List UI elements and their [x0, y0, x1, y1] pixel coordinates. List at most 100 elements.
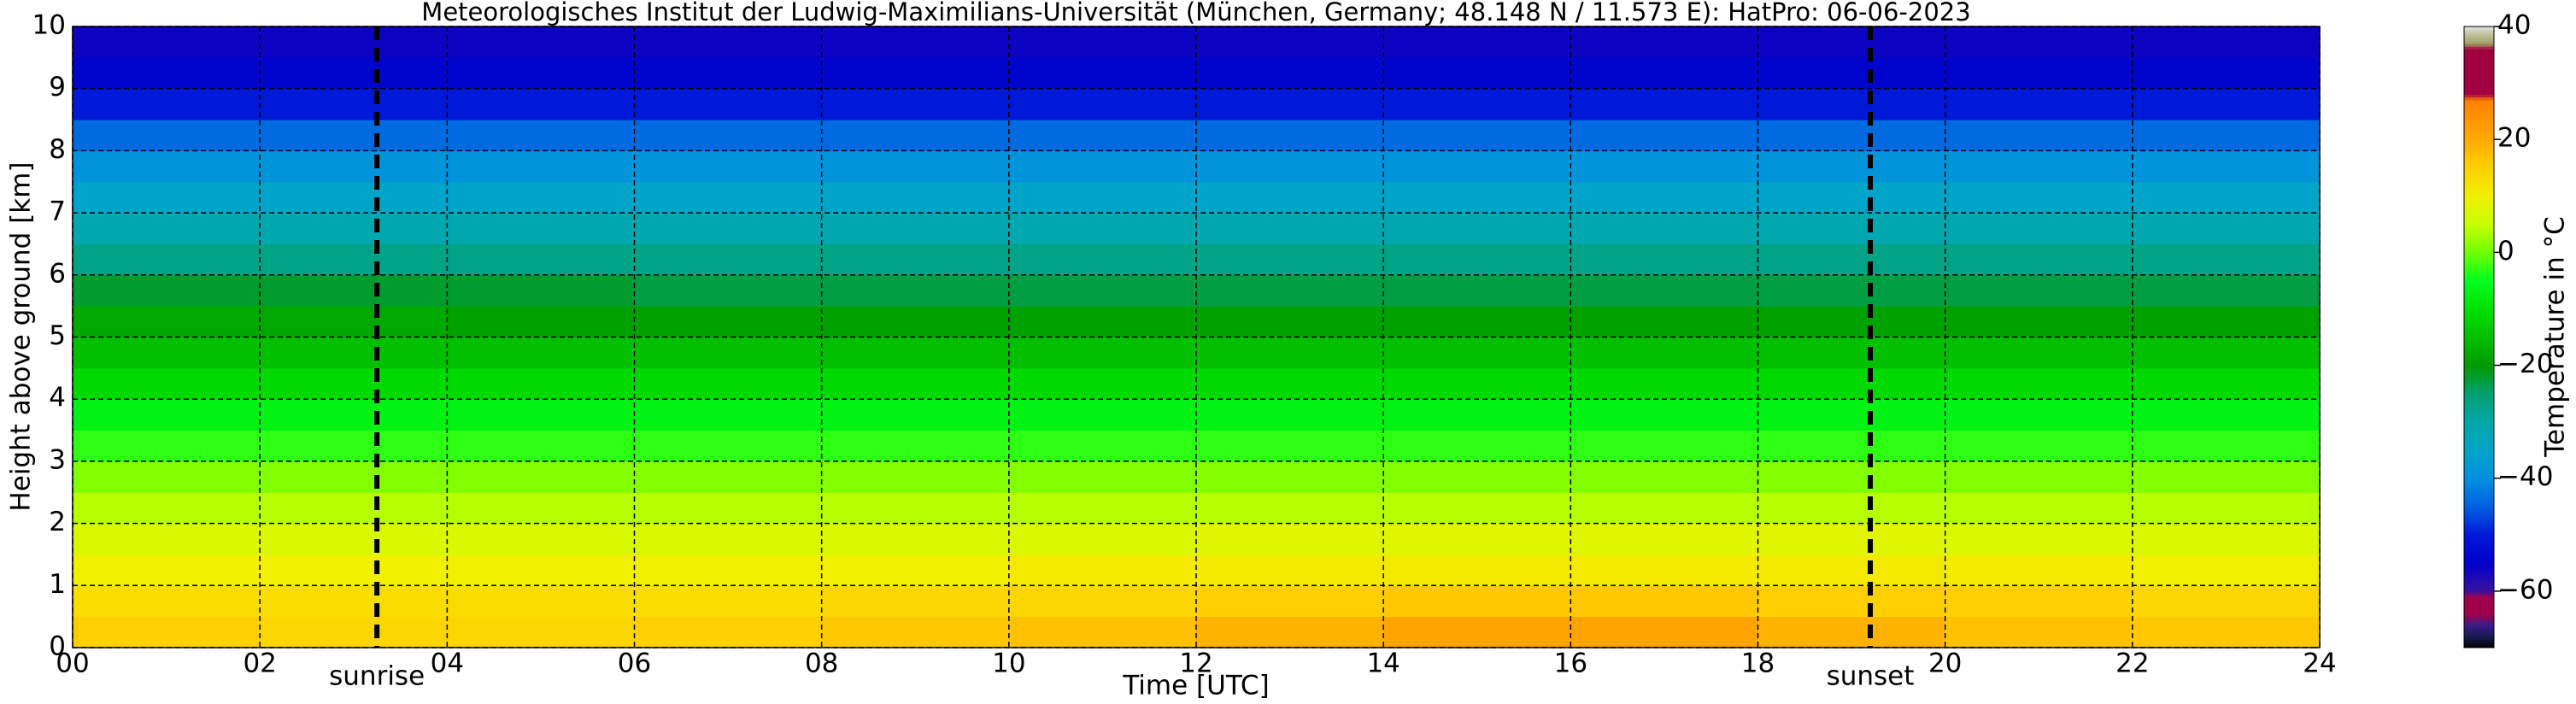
heatmap-cell [1383, 337, 1571, 369]
chart-title: Meteorologisches Institut der Ludwig-Max… [421, 0, 1970, 26]
heatmap-cell [1570, 274, 1758, 307]
colorbar-segment [2464, 114, 2494, 118]
heatmap-cell [260, 88, 448, 120]
heatmap-cell [1196, 181, 1384, 214]
colorbar-segment [2464, 207, 2494, 211]
colorbar-segment [2464, 229, 2494, 233]
heatmap-cell [447, 461, 635, 493]
colorbar-segment [2464, 356, 2494, 361]
heatmap-cell [1945, 367, 2133, 400]
colorbar-segment [2464, 599, 2494, 603]
heatmap-cell [1008, 57, 1197, 90]
colorbar-segment [2464, 131, 2494, 135]
colorbar-segment [2464, 167, 2494, 172]
colorbar-segment [2464, 585, 2494, 590]
heatmap-cell [1757, 213, 1946, 244]
heatmap-cell [1945, 306, 2133, 337]
heatmap-cell [821, 616, 1010, 648]
colorbar-segment [2464, 314, 2494, 318]
colorbar-segment [2464, 481, 2494, 484]
colorbar-segment [2464, 136, 2494, 140]
colorbar-segment [2464, 125, 2494, 129]
colorbar-segment [2464, 142, 2494, 146]
heatmap-cell [821, 243, 1010, 276]
heatmap-cell [1383, 585, 1571, 618]
heatmap-cell [1945, 274, 2133, 307]
heatmap-cell [447, 554, 635, 586]
heatmap-cell [2132, 554, 2321, 586]
colorbar-segment [2464, 345, 2494, 349]
heatmap-cell [73, 120, 261, 151]
colorbar-segment [2464, 29, 2494, 33]
colorbar-segment [2464, 616, 2494, 620]
heatmap-cell [821, 461, 1010, 493]
colorbar-segment [2464, 489, 2494, 493]
colorbar-segment [2464, 464, 2494, 468]
heatmap-cell [260, 492, 448, 525]
heatmap-cell [2132, 274, 2321, 307]
heatmap-cell [2132, 88, 2321, 120]
y-tick-label: 4 [49, 383, 66, 414]
heatmap-cell [73, 88, 261, 120]
colorbar-segment [2464, 387, 2494, 391]
heatmap-cell [1008, 616, 1197, 648]
colorbar-segment [2464, 164, 2494, 168]
heatmap-cell [1196, 26, 1384, 58]
colorbar-segment [2464, 68, 2494, 73]
colorbar-segment [2464, 484, 2494, 488]
colorbar-segment [2464, 540, 2494, 544]
colorbar-segment [2464, 300, 2494, 304]
heatmap-cell [634, 213, 823, 244]
colorbar-segment [2464, 492, 2494, 496]
heatmap-cell [1008, 430, 1197, 462]
colorbar-segment [2464, 198, 2494, 202]
colorbar-segment [2464, 520, 2494, 525]
colorbar-segment [2464, 546, 2494, 549]
colorbar-segment [2464, 317, 2494, 321]
heatmap-cell [447, 26, 635, 58]
x-tick-label: 22 [2115, 648, 2149, 679]
heatmap-cell [1757, 88, 1946, 120]
colorbar-segment [2464, 351, 2494, 355]
colorbar-segment [2464, 458, 2494, 462]
colorbar-segment [2464, 579, 2494, 584]
colorbar-segment [2464, 153, 2494, 157]
heatmap-cell [634, 399, 823, 431]
colorbar-segment [2464, 62, 2494, 67]
heatmap-cell [634, 26, 823, 58]
heatmap-cell [1383, 523, 1571, 555]
heatmap-cell [1945, 430, 2133, 462]
heatmap-cell [1757, 150, 1946, 183]
heatmap-cell [821, 88, 1010, 120]
heatmap-cell [634, 492, 823, 525]
colorbar-segment [2464, 551, 2494, 555]
heatmap-cell [1196, 554, 1384, 586]
heatmap-cell [1196, 585, 1384, 618]
colorbar-segment [2464, 419, 2494, 423]
x-tick-label: 02 [243, 648, 276, 679]
colorbar-segment [2464, 224, 2494, 228]
colorbar-segment [2464, 232, 2494, 237]
heatmap-cell [1383, 367, 1571, 400]
heatmap-cell [821, 274, 1010, 307]
heatmap-cell [1008, 337, 1197, 369]
heatmap-cell [2132, 461, 2321, 493]
colorbar-segment [2464, 348, 2494, 352]
heatmap-cell [2132, 585, 2321, 618]
colorbar-segment [2464, 432, 2494, 437]
heatmap-cell [821, 554, 1010, 586]
colorbar-segment [2464, 133, 2494, 138]
heatmap-cell [1383, 616, 1571, 648]
colorbar-segment [2464, 509, 2494, 513]
colorbar-segment [2464, 430, 2494, 434]
colorbar-segment [2464, 26, 2494, 30]
plot-frame [72, 26, 2321, 648]
heatmap-cell [1196, 213, 1384, 244]
x-tick-label: 14 [1366, 648, 1399, 679]
colorbar-segment [2464, 49, 2494, 53]
colorbar-segment [2464, 461, 2494, 465]
colorbar-segment [2464, 187, 2494, 191]
colorbar-segment [2464, 408, 2494, 411]
colorbar-segment [2464, 320, 2494, 324]
heatmap-cell [1383, 274, 1571, 307]
